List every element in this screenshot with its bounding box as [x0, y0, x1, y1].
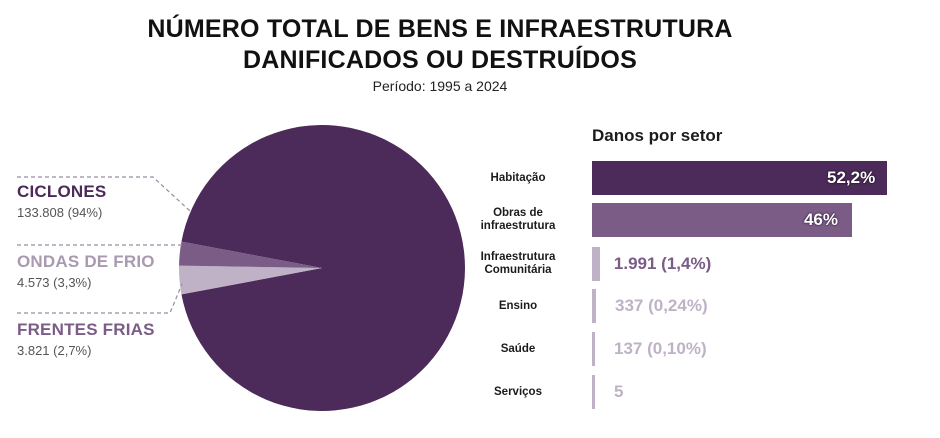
bar-obras-de-infraestrutura [592, 203, 852, 237]
bar-infraestrutura-comunitaria [592, 247, 600, 281]
category-label-saude: Saúde [458, 343, 578, 356]
pie-value-ondas-de-frio: 4.573 (3,3%) [17, 275, 92, 290]
category-label-line: Saúde [500, 342, 536, 355]
bar-value-saude: 137 (0,10%) [614, 339, 707, 358]
chart-title: NÚMERO TOTAL DE BENS E INFRAESTRUTURA DA… [0, 14, 880, 76]
category-label-line: Habitação [490, 171, 546, 184]
bar-value-servicos: 5 [614, 382, 624, 401]
category-label-line: infraestrutura [480, 220, 556, 232]
bar-saude [592, 332, 595, 366]
title-line-1: NÚMERO TOTAL DE BENS E INFRAESTRUTURA [147, 15, 733, 43]
pie-value-frentes-frias: 3.821 (2,7%) [17, 343, 92, 358]
category-label-servicos: Serviços [458, 386, 578, 399]
category-label-line: Comunitária [484, 264, 552, 276]
pie-label-ondas-de-frio: ONDAS DE FRIO [17, 252, 155, 271]
pie-slice-ciclones [181, 125, 465, 412]
bar-value-obras-de-infraestrutura: 46% [803, 210, 838, 229]
leader-frentes-frias [17, 283, 183, 314]
bar-value-ensino: 337 (0,24%) [615, 296, 708, 315]
pie-label-ciclones: CICLONES [17, 182, 107, 201]
category-label-line: Obras de [493, 207, 543, 219]
bar-value-infraestrutura-comunitaria: 1.991 (1,4%) [613, 254, 712, 273]
bar-servicos [592, 375, 595, 409]
bar-habitacao [592, 161, 887, 195]
category-label-line: Infraestrutura [480, 251, 556, 263]
pie-chart [17, 125, 465, 412]
bar-ensino [592, 289, 596, 323]
leader-ciclones [17, 176, 191, 212]
pie-slice-ondas-de-frio [178, 265, 322, 295]
category-label-obras-de-infraestrutura: Obras de infraestrutura [458, 207, 578, 233]
bar-value-habitacao: 52,2% [827, 168, 876, 187]
category-label-infraestrutura-comunitaria: Infraestrutura Comunitária [458, 251, 578, 277]
pie-slice-frentes-frias [179, 241, 322, 268]
category-label-line: Ensino [498, 299, 538, 312]
bar-chart-title: Danos por setor [592, 126, 723, 145]
category-label-ensino: Ensino [458, 300, 578, 313]
pie-value-ciclones: 133.808 (94%) [17, 205, 103, 220]
title-line-2: DANIFICADOS OU DESTRUÍDOS [243, 46, 637, 74]
category-label-line: Serviços [494, 385, 542, 398]
category-label-habitacao: Habitação [458, 172, 578, 185]
pie-label-frentes-frias: FRENTES FRIAS [17, 320, 155, 339]
chart-subtitle: Período: 1995 a 2024 [372, 78, 508, 94]
